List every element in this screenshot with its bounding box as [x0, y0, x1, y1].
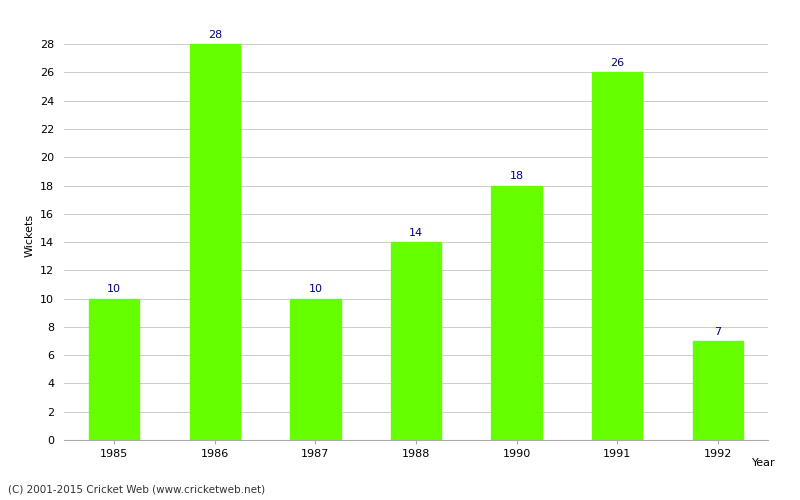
- Y-axis label: Wickets: Wickets: [25, 214, 34, 256]
- Bar: [693, 341, 743, 440]
- Text: 18: 18: [510, 172, 524, 181]
- Text: 26: 26: [610, 58, 624, 68]
- Text: Year: Year: [752, 458, 776, 468]
- Text: 28: 28: [208, 30, 222, 40]
- Bar: [290, 298, 341, 440]
- Bar: [592, 72, 642, 440]
- Text: (C) 2001-2015 Cricket Web (www.cricketweb.net): (C) 2001-2015 Cricket Web (www.cricketwe…: [8, 485, 265, 495]
- Bar: [190, 44, 240, 440]
- Text: 14: 14: [409, 228, 423, 238]
- Bar: [391, 242, 441, 440]
- Text: 10: 10: [107, 284, 122, 294]
- Bar: [491, 186, 542, 440]
- Bar: [89, 298, 139, 440]
- Text: 10: 10: [309, 284, 322, 294]
- Text: 7: 7: [714, 327, 722, 337]
